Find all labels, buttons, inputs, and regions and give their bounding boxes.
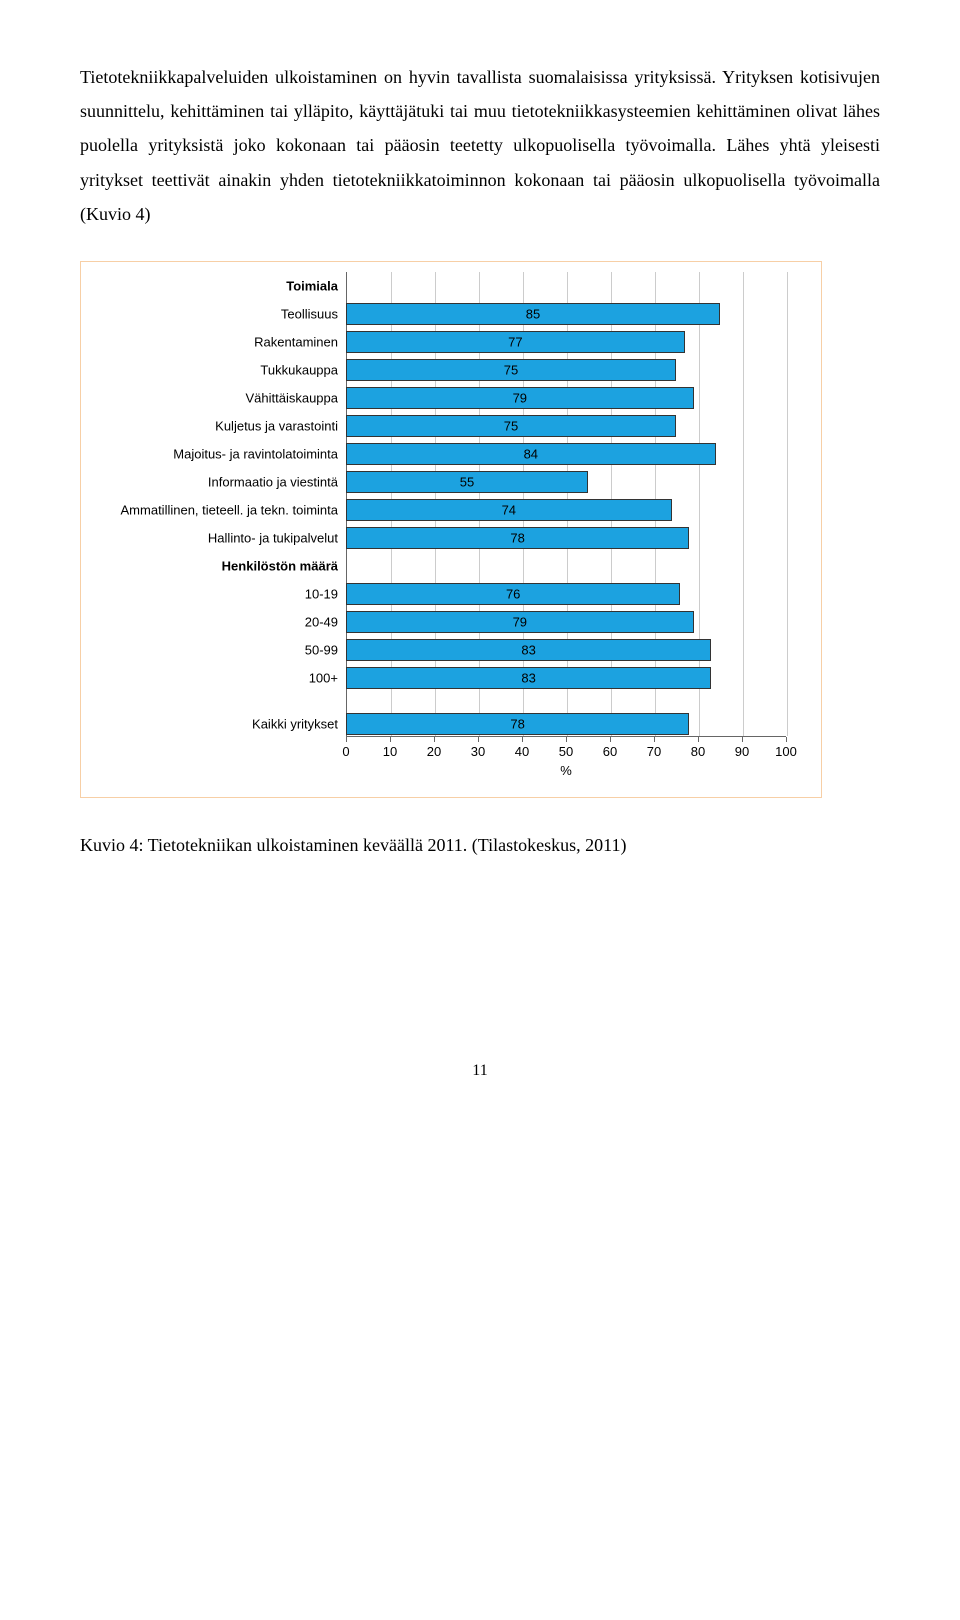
chart-row-label: Kaikki yritykset [252,716,338,731]
chart-row-label: Majoitus- ja ravintolatoiminta [173,446,338,461]
chart-row-label: Vähittäiskauppa [245,390,338,405]
chart-row-label: Kuljetus ja varastointi [215,418,338,433]
chart-bar-value: 78 [510,530,524,545]
chart-row-label: Hallinto- ja tukipalvelut [208,530,338,545]
figure-caption: Kuvio 4: Tietotekniikan ulkoistaminen ke… [80,828,880,862]
x-tick-label: 0 [342,744,349,759]
x-tick-label: 100 [775,744,797,759]
x-tick-label: 70 [647,744,661,759]
x-tick-label: 10 [383,744,397,759]
chart-bar-value: 83 [521,642,535,657]
x-tick-label: 30 [471,744,485,759]
chart-bar-value: 85 [526,306,540,321]
chart-figure: Toimiala Teollisuus Rakentaminen Tukkukaupp… [80,261,822,798]
chart-row-label: Ammatillinen, tieteell. ja tekn. toimint… [121,502,338,517]
x-tick-label: 40 [515,744,529,759]
chart-row-label: Informaatio ja viestintä [208,474,338,489]
chart-bar-value: 77 [508,334,522,349]
chart-row-label: Tukkukauppa [260,362,338,377]
x-tick-label: 80 [691,744,705,759]
chart-bar-value: 76 [506,586,520,601]
chart-bar-value: 83 [521,670,535,685]
chart-bar-value: 55 [460,474,474,489]
x-tick-label: 50 [559,744,573,759]
chart-bar-value: 75 [504,362,518,377]
x-tick-label: 60 [603,744,617,759]
chart-row-label: 10-19 [305,586,338,601]
body-paragraph: Tietotekniikkapalveluiden ulkoistaminen … [80,60,880,231]
chart-bar-value: 78 [510,716,524,731]
x-tick-label: 90 [735,744,749,759]
chart-row-label: 20-49 [305,614,338,629]
chart-bar-value: 79 [513,614,527,629]
chart-bar-value: 75 [504,418,518,433]
chart-bar-value: 84 [524,446,538,461]
chart-bar-value: 79 [513,390,527,405]
chart-row-label: Rakentaminen [254,334,338,349]
chart-row-label: Teollisuus [281,306,338,321]
chart-row-label: 100+ [309,670,338,685]
chart-section-header: Toimiala [286,278,338,293]
chart-section-header: Henkilöstön määrä [222,558,338,573]
x-axis-label: % [560,763,572,778]
chart-row-label: 50-99 [305,642,338,657]
page-number: 11 [80,1062,880,1080]
chart-bar-value: 74 [502,502,516,517]
x-tick-label: 20 [427,744,441,759]
